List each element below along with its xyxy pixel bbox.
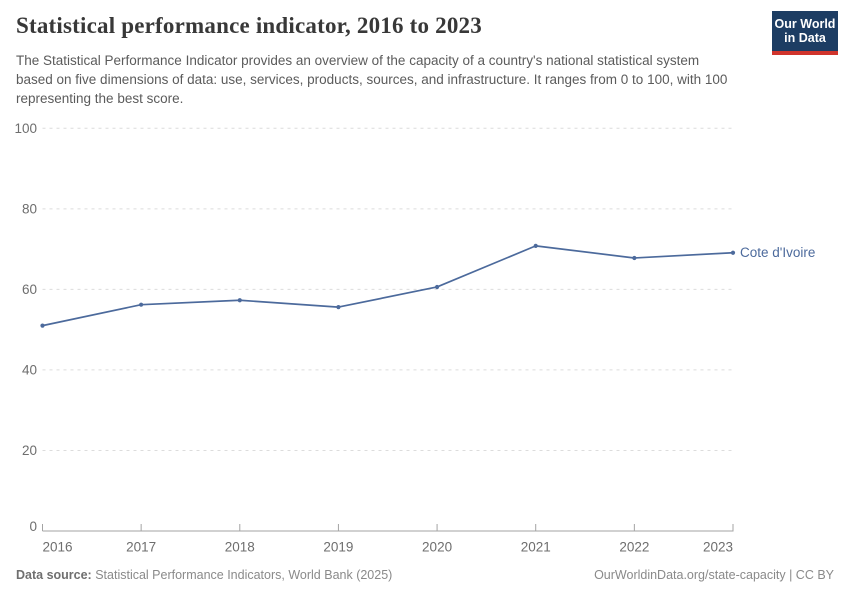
y-axis-label-40: 40 xyxy=(22,362,37,377)
x-axis-label-2021: 2021 xyxy=(521,540,551,555)
y-axis-label-80: 80 xyxy=(22,201,37,216)
x-axis-label-2023: 2023 xyxy=(703,540,733,555)
credit-link[interactable]: OurWorldinData.org/state-capacity | CC B… xyxy=(594,568,834,582)
x-axis-label-2022: 2022 xyxy=(619,540,649,555)
data-point-2022[interactable] xyxy=(632,255,637,261)
owid-logo-line1: Our World xyxy=(774,17,836,31)
x-axis-label-2020: 2020 xyxy=(422,540,452,555)
series-end-label: Cote d'Ivoire xyxy=(740,245,815,260)
x-axis-label-2017: 2017 xyxy=(126,540,156,555)
chart-footer: Data source: Statistical Performance Ind… xyxy=(16,568,834,582)
data-point-2019[interactable] xyxy=(336,304,341,310)
data-point-2018[interactable] xyxy=(237,298,242,303)
y-axis-label-0: 0 xyxy=(29,519,37,534)
data-point-2023[interactable] xyxy=(730,250,736,255)
owid-logo-line2: in Data xyxy=(784,31,826,45)
x-axis-label-2016: 2016 xyxy=(43,540,73,555)
data-point-2021[interactable] xyxy=(533,243,538,248)
chart-subtitle: The Statistical Performance Indicator pr… xyxy=(16,53,728,106)
y-axis-label-100: 100 xyxy=(14,121,37,136)
chart-title: Statistical performance indicator, 2016 … xyxy=(16,13,482,38)
data-source-text: Statistical Performance Indicators, Worl… xyxy=(91,568,393,582)
data-source: Data source: Statistical Performance Ind… xyxy=(16,568,392,582)
data-point-2020[interactable] xyxy=(434,284,440,290)
data-source-label: Data source: xyxy=(16,568,92,582)
x-axis-label-2019: 2019 xyxy=(323,540,353,555)
y-axis-label-20: 20 xyxy=(22,443,37,458)
y-axis-label-60: 60 xyxy=(22,282,37,297)
x-axis-label-2018: 2018 xyxy=(225,540,255,555)
data-point-2016[interactable] xyxy=(40,323,45,328)
owid-logo[interactable]: Our World in Data xyxy=(772,11,838,55)
data-line-cote-d-ivoire[interactable] xyxy=(41,245,734,327)
data-point-2017[interactable] xyxy=(139,302,144,307)
